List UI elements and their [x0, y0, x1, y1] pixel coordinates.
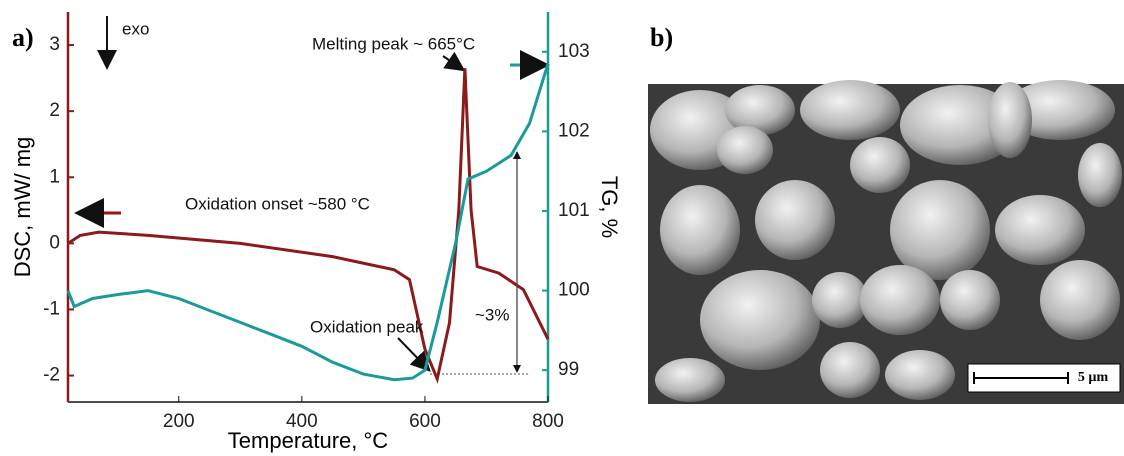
y2-axis-title: TG, %: [597, 176, 622, 238]
scale-bar-label: 5 µm: [1078, 370, 1109, 385]
y-axis-title: DSC, mW/ mg: [10, 137, 35, 278]
data-line: [68, 64, 548, 380]
x-tick-label: 200: [163, 411, 195, 432]
y-tick-label: 2: [49, 100, 60, 121]
annotation: ~3%: [475, 305, 510, 324]
y-tick-label: 0: [49, 232, 60, 253]
pointer: [443, 56, 462, 69]
sem-image: [648, 80, 1124, 404]
y2-tick-label: 103: [558, 41, 590, 62]
figure: a) DSC, mW/ mg TG, % Temperature, °C: [0, 0, 1124, 456]
y2-tick-label: 99: [558, 359, 579, 380]
annotation: Oxidation onset ~580 °C: [185, 194, 370, 213]
x-tick-label: 800: [532, 411, 564, 432]
data-line: [68, 68, 548, 379]
y2-tick-label: 100: [558, 280, 590, 301]
annotation: exo: [122, 19, 149, 38]
y-tick-label: -2: [43, 365, 60, 386]
y2-tick-label: 101: [558, 200, 590, 221]
x-tick-label: 600: [409, 411, 441, 432]
panel-label: b): [650, 23, 673, 52]
annotation: Melting peak ~ 665°C: [312, 34, 475, 53]
y-tick-label: 1: [49, 166, 60, 187]
annotation: Oxidation peak: [310, 317, 424, 336]
x-tick-label: 400: [286, 411, 318, 432]
y-tick-label: -1: [43, 298, 60, 319]
y2-tick-label: 102: [558, 120, 590, 141]
y-tick-label: 3: [49, 34, 60, 55]
panel-label: a): [12, 23, 34, 52]
